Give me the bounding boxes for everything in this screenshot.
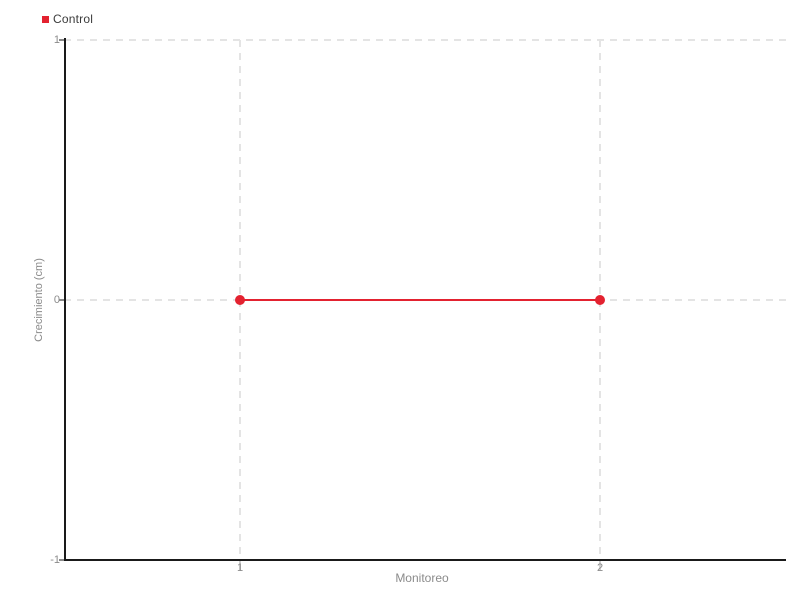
x-axis-title: Monitoreo — [395, 571, 449, 585]
y-tick-label: 0 — [53, 294, 60, 306]
data-point-x2[interactable] — [595, 295, 605, 305]
legend-label: Control — [53, 12, 94, 26]
legend-swatch-icon — [42, 15, 49, 23]
y-tick-mark — [59, 299, 64, 301]
x-tick-label: 2 — [596, 562, 604, 574]
gridline-horizontal-y1 — [64, 39, 790, 41]
x-tick-label: 1 — [236, 562, 244, 574]
y-axis-line — [64, 38, 66, 561]
y-tick-label: -1 — [50, 554, 60, 566]
y-axis-title: Crecimiento (cm) — [33, 258, 45, 342]
y-tick-mark — [59, 39, 64, 41]
data-point-x1[interactable] — [235, 295, 245, 305]
y-tick-mark — [59, 559, 64, 561]
y-tick-label: 1 — [53, 34, 60, 46]
legend-item-control[interactable]: Control — [42, 12, 93, 26]
x-axis-line — [64, 559, 786, 561]
x-tick-mark — [239, 561, 241, 570]
x-tick-mark — [599, 561, 601, 570]
legend: Control — [42, 12, 93, 26]
series-line-control — [240, 299, 600, 301]
